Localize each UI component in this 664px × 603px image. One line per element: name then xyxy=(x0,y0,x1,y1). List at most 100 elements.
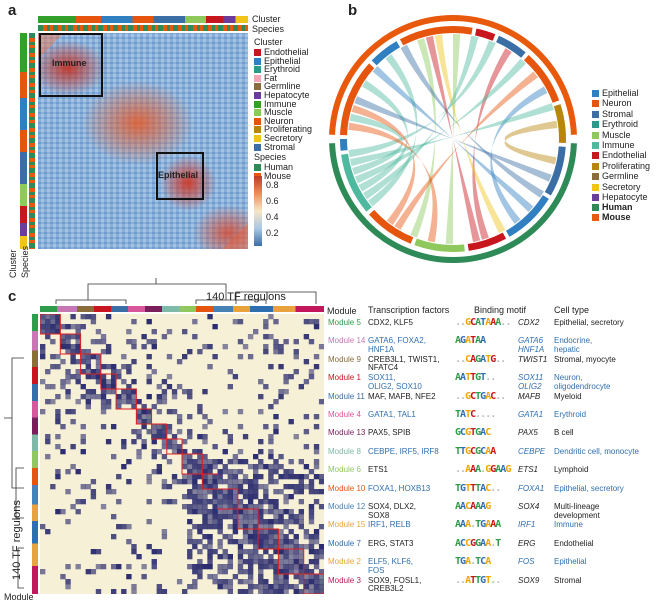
heatmap-cell xyxy=(313,539,320,545)
heatmap-cell xyxy=(303,584,310,590)
heatmap-cell xyxy=(121,354,127,360)
heatmap-cell xyxy=(268,334,274,340)
heatmap-cell xyxy=(242,434,249,440)
legend-item: Muscle xyxy=(592,130,631,140)
heatmap-cell xyxy=(222,504,228,510)
heatmap-cell xyxy=(217,544,223,550)
cell-type: Dendritic cell, monocyte xyxy=(554,446,639,456)
heatmap-cell xyxy=(318,544,324,550)
legend-swatch xyxy=(592,173,599,181)
chord-diagram xyxy=(329,15,577,263)
legend-label: Immune xyxy=(264,98,297,109)
heatmap-cell xyxy=(171,479,178,485)
motif-letter: . xyxy=(480,464,486,476)
heatmap-cell xyxy=(293,534,299,540)
heatmap-cell xyxy=(288,459,294,465)
heatmap-cell xyxy=(182,329,188,335)
heatmap-cell xyxy=(207,474,213,480)
heatmap-cell xyxy=(283,544,289,550)
heatmap-cell xyxy=(100,409,107,415)
tf-list: GATA1, TAL1 xyxy=(368,410,416,419)
heatmap-cell xyxy=(222,479,228,485)
cluster-annotation-left xyxy=(20,33,27,249)
heatmap-cell xyxy=(176,479,183,485)
heatmap-cell xyxy=(237,354,244,360)
cell-type: Endocrine, xyxy=(554,336,593,346)
motif-gene: FOS xyxy=(518,557,535,567)
heatmap-cell xyxy=(273,559,279,565)
heatmap-cell xyxy=(192,569,198,575)
motif-letter: G xyxy=(490,464,496,476)
tf-list: FOXA1, HOXB13 xyxy=(368,483,431,493)
heatmap-cell xyxy=(258,379,264,385)
heatmap-cell xyxy=(283,474,289,480)
heatmap-cell xyxy=(232,519,239,525)
heatmap-cell xyxy=(192,539,198,545)
heatmap-cell xyxy=(273,339,279,345)
legend-item: Immune xyxy=(254,99,297,109)
heatmap-cell xyxy=(268,584,274,590)
heatmap-cell xyxy=(197,504,203,510)
motif-letter: C xyxy=(460,427,466,439)
legend-item: Human xyxy=(254,162,293,172)
heatmap-cell xyxy=(100,334,107,340)
heatmap-cell xyxy=(202,534,208,540)
heatmap-cell xyxy=(247,479,254,485)
heatmap-cell xyxy=(65,394,71,400)
motif-gene: MAFB xyxy=(518,391,541,401)
tf-list: MAF, MAFB, NFE2 xyxy=(368,391,436,401)
heatmap-cell xyxy=(45,369,51,375)
heatmap-cell xyxy=(202,509,208,515)
heatmap-cell xyxy=(313,564,320,570)
binding-motif-logo: TTGCGCAA xyxy=(455,446,496,456)
motif-letter: A xyxy=(475,317,481,328)
heatmap-cell xyxy=(197,499,203,505)
heatmap-cell xyxy=(283,524,289,530)
cell-type: Epithelial xyxy=(554,557,587,567)
motif-gene: HNF1A xyxy=(518,344,545,354)
heatmap-cell xyxy=(298,554,305,560)
heatmap-cell xyxy=(95,374,102,380)
chord-ribbon xyxy=(472,48,512,240)
motif-letter: G xyxy=(465,390,471,402)
heatmap-cell xyxy=(116,499,122,505)
heatmap-cell xyxy=(247,534,254,540)
heatmap-cell xyxy=(283,584,289,590)
motif-letter: . xyxy=(490,482,496,494)
heatmap-cell xyxy=(80,354,86,360)
heatmap-cell xyxy=(192,489,198,495)
heatmap-cell xyxy=(156,434,163,440)
heatmap-cell xyxy=(126,384,132,390)
heatmap-cell xyxy=(288,374,294,380)
heatmap-cell xyxy=(308,319,315,325)
heatmap-cell xyxy=(131,389,137,395)
chord-ribbon xyxy=(394,71,538,230)
module-name: Module 10 xyxy=(328,483,366,493)
heatmap-cell xyxy=(75,344,81,350)
motif-letter: A xyxy=(455,519,461,531)
legend-swatch xyxy=(592,194,599,201)
heatmap-cell xyxy=(116,564,122,570)
heatmap-cell xyxy=(60,379,66,385)
heatmap-cell xyxy=(242,504,249,510)
heatmap-cell xyxy=(303,574,310,580)
legend-label: Endothelial xyxy=(264,47,309,57)
cluster-arc xyxy=(506,195,549,237)
heatmap-cell xyxy=(116,524,122,530)
heatmap-cell xyxy=(166,444,173,450)
motif-letter: . xyxy=(455,464,461,476)
heatmap-cell xyxy=(222,494,228,500)
heatmap-cell xyxy=(55,319,61,325)
heatmap-cell xyxy=(90,374,97,380)
module-box xyxy=(115,388,137,410)
heatmap-cell xyxy=(212,459,218,465)
heatmap-cell xyxy=(293,574,299,580)
heatmap-cell xyxy=(253,544,259,550)
heatmap-cell xyxy=(212,489,218,495)
heatmap-cell xyxy=(268,464,274,470)
heatmap-cell xyxy=(80,349,86,355)
motif-gene: ETS1 xyxy=(518,465,539,475)
legend-label: Mouse xyxy=(602,212,631,222)
heatmap-cell xyxy=(232,484,239,490)
legend-swatch xyxy=(592,152,599,160)
